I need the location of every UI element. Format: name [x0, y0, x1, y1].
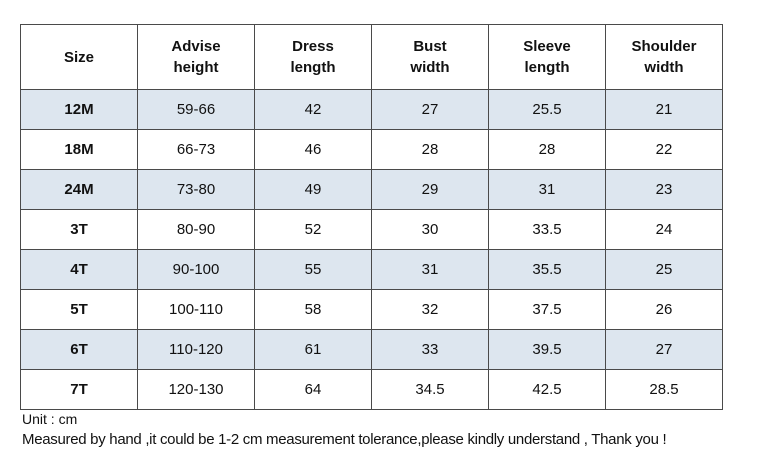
value-cell: 28 [488, 129, 606, 170]
value-cell: 25.5 [488, 89, 606, 130]
value-cell: 64 [254, 369, 372, 410]
table-row: 7T 120-130 64 34.5 42.5 28.5 [20, 369, 723, 410]
value-cell: 28.5 [605, 369, 723, 410]
value-cell: 42.5 [488, 369, 606, 410]
value-cell: 58 [254, 289, 372, 330]
value-cell: 110-120 [137, 329, 255, 370]
value-cell: 66-73 [137, 129, 255, 170]
size-cell: 18M [20, 129, 138, 170]
table-row: 12M 59-66 42 27 25.5 21 [20, 89, 723, 130]
unit-note: Unit : cm [22, 411, 78, 427]
header-text: Shoulder width [631, 38, 697, 76]
tolerance-note: Measured by hand ,it could be 1-2 cm mea… [22, 431, 667, 448]
value-cell: 31 [488, 169, 606, 210]
table-row: 4T 90-100 55 31 35.5 25 [20, 249, 723, 290]
value-cell: 100-110 [137, 289, 255, 330]
value-cell: 46 [254, 129, 372, 170]
value-cell: 31 [371, 249, 489, 290]
size-cell: 5T [20, 289, 138, 330]
table-row: 24M 73-80 49 29 31 23 [20, 169, 723, 210]
size-cell: 3T [20, 209, 138, 250]
header-cell: Dress length [254, 24, 372, 90]
value-cell: 35.5 [488, 249, 606, 290]
value-cell: 23 [605, 169, 723, 210]
header-text: Dress length [290, 38, 336, 76]
header-text: Bust width [410, 38, 450, 76]
value-cell: 59-66 [137, 89, 255, 130]
value-cell: 120-130 [137, 369, 255, 410]
header-cell: Shoulder width [605, 24, 723, 90]
value-cell: 32 [371, 289, 489, 330]
value-cell: 61 [254, 329, 372, 370]
value-cell: 30 [371, 209, 489, 250]
header-text: Size [63, 48, 94, 66]
header-text: Sleeve length [523, 38, 571, 76]
value-cell: 90-100 [137, 249, 255, 290]
value-cell: 25 [605, 249, 723, 290]
value-cell: 37.5 [488, 289, 606, 330]
table-row: 3T 80-90 52 30 33.5 24 [20, 209, 723, 250]
table-row: 5T 100-110 58 32 37.5 26 [20, 289, 723, 330]
table-row: 18M 66-73 46 28 28 22 [20, 129, 723, 170]
value-cell: 22 [605, 129, 723, 170]
table-body: 12M 59-66 42 27 25.5 21 18M 66-73 46 28 28 22 24M 73-… [20, 89, 723, 410]
value-cell: 33 [371, 329, 489, 370]
header-cell: Sleeve length [488, 24, 606, 90]
value-cell: 21 [605, 89, 723, 130]
value-cell: 28 [371, 129, 489, 170]
header-cell: Bust width [371, 24, 489, 90]
size-cell: 7T [20, 369, 138, 410]
value-cell: 80-90 [137, 209, 255, 250]
value-cell: 24 [605, 209, 723, 250]
header-cell: Advise height [137, 24, 255, 90]
header-row: Size Advise height Dress length Bust width S… [20, 24, 723, 90]
value-cell: 26 [605, 289, 723, 330]
value-cell: 34.5 [371, 369, 489, 410]
size-cell: 6T [20, 329, 138, 370]
value-cell: 55 [254, 249, 372, 290]
header-text: Advise height [171, 38, 221, 76]
value-cell: 33.5 [488, 209, 606, 250]
size-cell: 4T [20, 249, 138, 290]
value-cell: 27 [371, 89, 489, 130]
value-cell: 29 [371, 169, 489, 210]
size-cell: 24M [20, 169, 138, 210]
value-cell: 39.5 [488, 329, 606, 370]
size-cell: 12M [20, 89, 138, 130]
value-cell: 52 [254, 209, 372, 250]
value-cell: 42 [254, 89, 372, 130]
header-cell: Size [20, 24, 138, 90]
value-cell: 49 [254, 169, 372, 210]
value-cell: 27 [605, 329, 723, 370]
table-row: 6T 110-120 61 33 39.5 27 [20, 329, 723, 370]
value-cell: 73-80 [137, 169, 255, 210]
size-table: Size Advise height Dress length Bust width S… [20, 24, 723, 410]
